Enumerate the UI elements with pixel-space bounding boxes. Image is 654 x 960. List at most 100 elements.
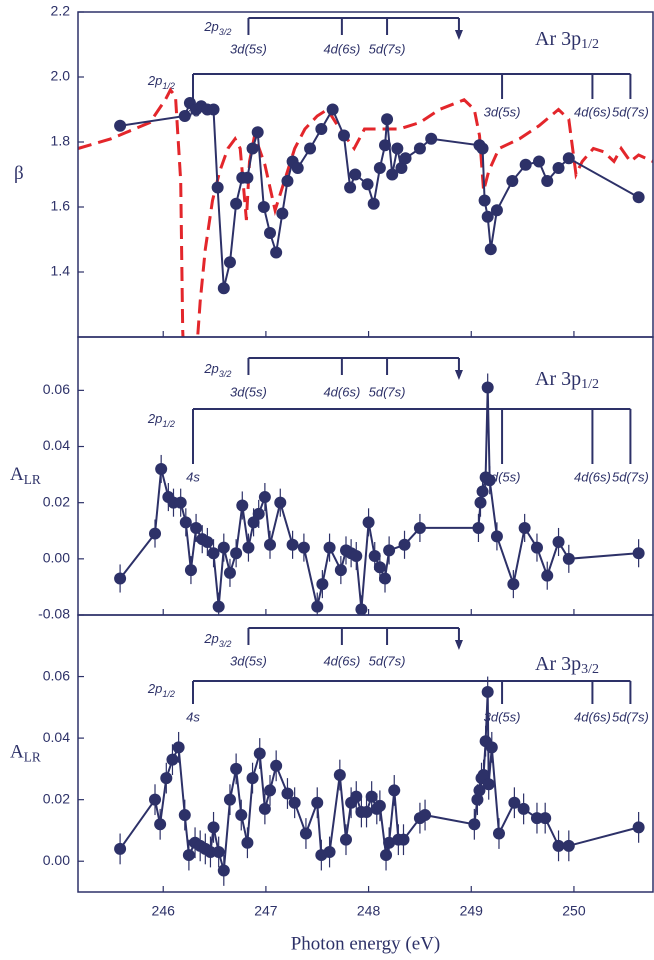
level-label: 3d(5s) <box>484 104 521 119</box>
panel-label-main: Ar 3p <box>535 653 581 675</box>
series-label-main: 2p <box>147 681 162 696</box>
data-point <box>395 162 408 174</box>
data-point <box>276 207 289 220</box>
data-point <box>397 833 410 846</box>
data-point <box>485 741 498 754</box>
panel-label: Ar 3p1/2 <box>535 368 599 393</box>
data-point <box>386 168 399 181</box>
data-point <box>562 552 575 565</box>
data-point <box>251 126 264 139</box>
data-point <box>373 561 386 574</box>
series-label-main: 2p <box>203 631 218 646</box>
data-point <box>258 802 271 815</box>
y-axis-label-sub: LR <box>24 472 41 487</box>
data-point <box>476 485 489 498</box>
y-tick-label: 1.8 <box>51 133 71 149</box>
data-point <box>337 129 350 142</box>
data-point <box>373 799 386 812</box>
data-point <box>381 113 394 126</box>
series-label-main: 2p <box>203 361 218 376</box>
data-point <box>291 162 304 174</box>
data-point <box>398 538 411 551</box>
data-point <box>468 818 481 831</box>
theory-line <box>78 87 653 337</box>
data-point <box>562 839 575 852</box>
data-point <box>217 282 230 295</box>
series-label-sub: 1/2 <box>162 81 175 91</box>
series-label-sub: 3/2 <box>219 639 232 649</box>
data-point <box>316 578 329 591</box>
level-label: 3d(5s) <box>230 384 267 399</box>
level-label: 3d(5s) <box>484 709 521 724</box>
markers <box>114 373 645 615</box>
level-label: 4d(6s) <box>574 709 611 724</box>
data-point <box>349 168 362 181</box>
data-point <box>367 197 380 210</box>
data-point <box>399 152 412 165</box>
series-label: 2p1/2 <box>147 73 175 91</box>
data-point <box>350 550 363 563</box>
level-label: 5d(7s) <box>369 653 406 668</box>
y-tick-label: 1.4 <box>51 263 71 279</box>
data-point <box>473 784 486 797</box>
x-tick-label: 250 <box>562 903 586 919</box>
series-label-main: 2p <box>147 411 162 426</box>
data-point <box>379 139 392 152</box>
data-point <box>230 547 243 560</box>
data-point <box>507 578 520 591</box>
level-label: 3d(5s) <box>230 41 267 56</box>
data-point <box>552 535 565 548</box>
data-point <box>380 849 393 862</box>
data-point <box>155 462 168 475</box>
limit-arrow <box>454 30 463 40</box>
data-point <box>368 550 381 563</box>
limit-arrow <box>454 370 463 380</box>
level-label: 4d(6s) <box>574 104 611 119</box>
data-point <box>323 541 336 554</box>
y-tick-label: -0.08 <box>38 606 70 622</box>
series-label-sub: 1/2 <box>162 689 175 699</box>
level-label: 5d(7s) <box>612 104 649 119</box>
data-point <box>246 142 259 155</box>
data-point <box>149 527 162 540</box>
data-point <box>541 175 554 187</box>
data-point <box>264 227 277 239</box>
series-label-sub: 1/2 <box>162 419 175 429</box>
y-tick-label: 2.2 <box>51 3 71 19</box>
data-point <box>539 812 552 825</box>
y-axis-label: ALR <box>10 742 41 765</box>
data-point <box>530 812 543 825</box>
data-point <box>344 181 357 194</box>
level-label: 4s <box>186 709 200 724</box>
x-axis-label: Photon energy (eV) <box>291 933 441 954</box>
markers <box>114 676 645 886</box>
series-label-sub: 3/2 <box>219 369 232 379</box>
data-point <box>178 809 191 822</box>
data-point <box>223 256 236 269</box>
data-point <box>217 541 230 554</box>
data-point <box>506 175 519 187</box>
data-point <box>413 521 426 534</box>
y-axis-label-main: A <box>10 464 24 485</box>
data-point <box>252 507 265 520</box>
data-line <box>119 101 640 289</box>
data-point <box>174 496 187 509</box>
data-point <box>361 178 374 191</box>
data-point <box>242 541 255 554</box>
y-tick-label: 0.02 <box>43 790 70 806</box>
y-axis-label-sub: LR <box>24 750 41 765</box>
data-point <box>379 572 392 585</box>
data-point <box>323 845 336 858</box>
data-point <box>257 201 270 213</box>
data-point <box>481 210 494 223</box>
series-label: 2p1/2 <box>147 411 175 429</box>
data-point <box>552 839 565 852</box>
data-point <box>383 836 396 849</box>
data-point <box>333 769 346 782</box>
y-tick-label: 0.04 <box>43 437 70 453</box>
level-label: 4s <box>186 469 200 484</box>
data-point <box>258 491 271 504</box>
x-tick-label: 249 <box>460 903 484 919</box>
data-point <box>388 784 401 797</box>
